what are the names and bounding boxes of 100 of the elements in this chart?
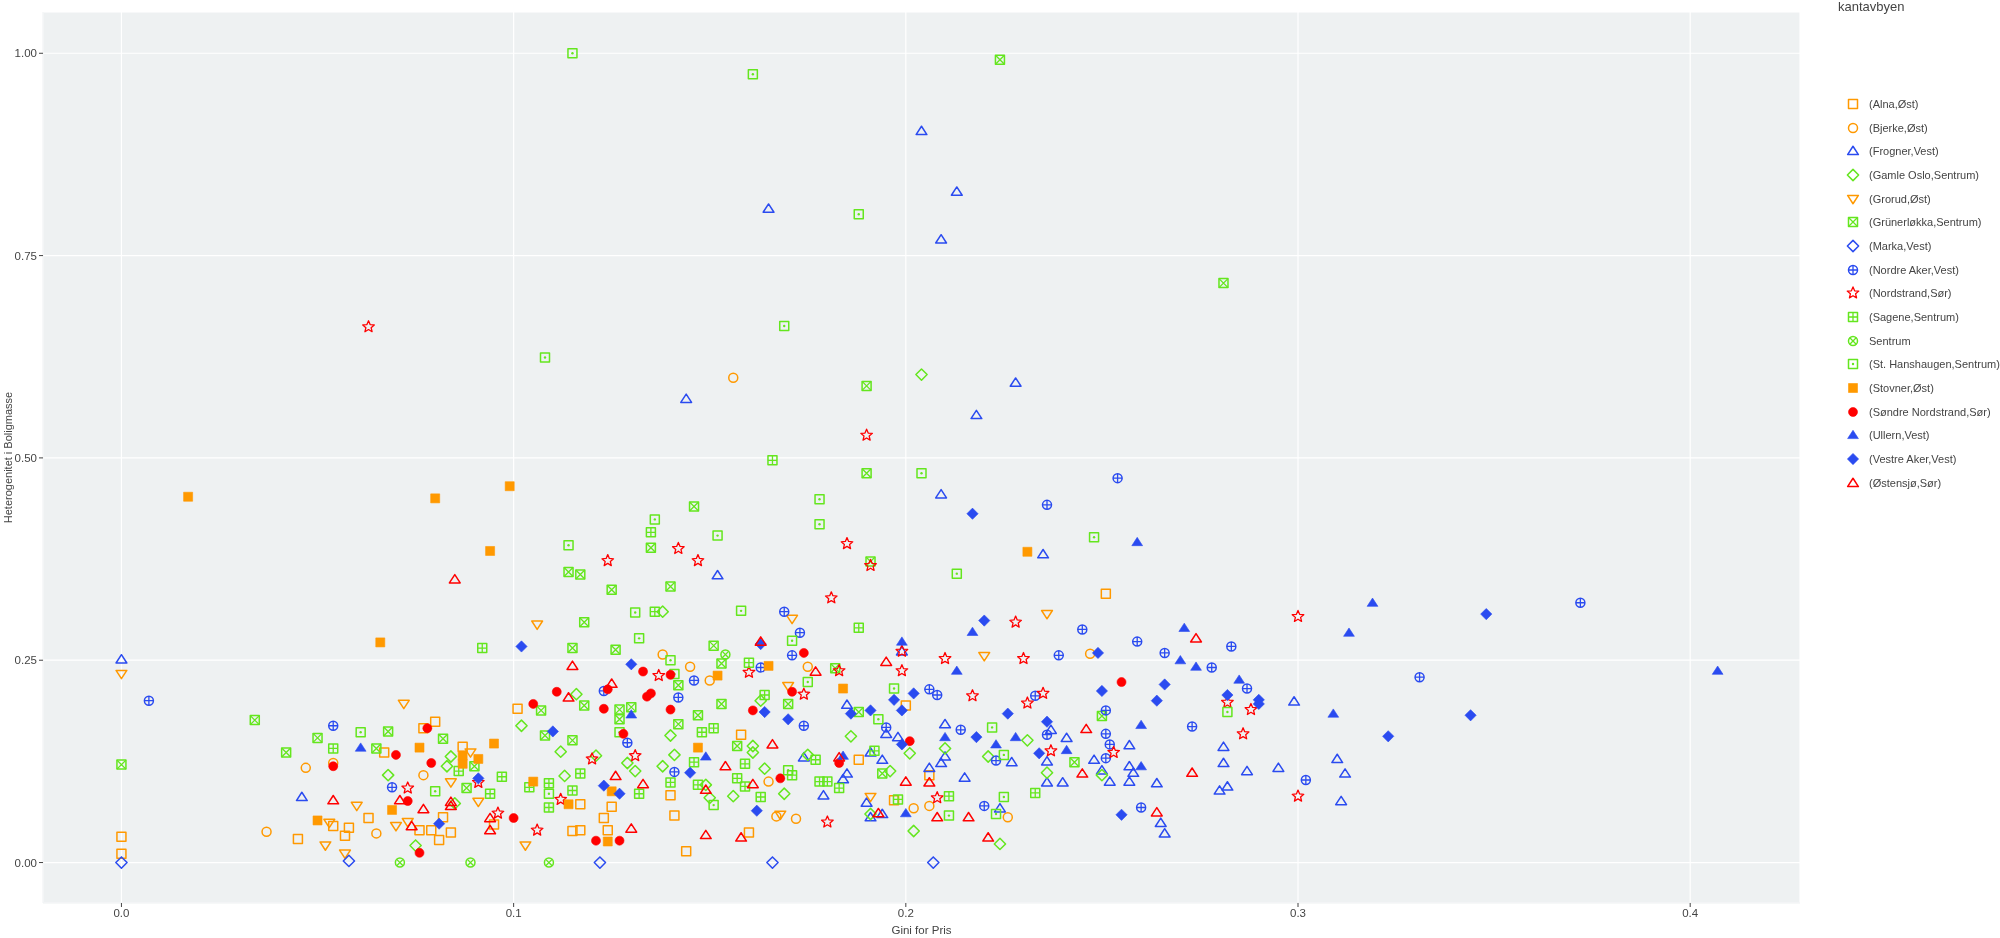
point bbox=[880, 656, 893, 667]
point bbox=[864, 558, 877, 572]
point bbox=[519, 841, 532, 852]
point bbox=[1036, 548, 1050, 559]
x-tick-label: 0.3 bbox=[1290, 907, 1306, 920]
point bbox=[970, 409, 983, 420]
x-tick-label: 0.1 bbox=[505, 907, 522, 920]
point bbox=[448, 797, 462, 810]
point bbox=[515, 719, 528, 733]
point bbox=[743, 827, 755, 838]
point bbox=[618, 729, 629, 739]
point bbox=[1036, 686, 1050, 699]
point bbox=[300, 762, 312, 774]
point bbox=[261, 826, 272, 838]
point bbox=[982, 831, 995, 842]
point bbox=[539, 352, 551, 363]
x-tick-label: 0.2 bbox=[897, 907, 914, 920]
point bbox=[739, 781, 751, 792]
point bbox=[1021, 733, 1034, 747]
point bbox=[327, 794, 340, 805]
point bbox=[1002, 811, 1014, 823]
point bbox=[1185, 767, 1199, 778]
point bbox=[551, 686, 562, 697]
point bbox=[824, 591, 838, 604]
point bbox=[1382, 730, 1395, 743]
point bbox=[774, 810, 787, 821]
point bbox=[389, 821, 403, 832]
point bbox=[990, 808, 1002, 820]
point bbox=[1190, 661, 1202, 671]
point bbox=[1233, 674, 1245, 684]
point bbox=[673, 680, 684, 691]
point bbox=[429, 716, 441, 727]
point bbox=[636, 778, 650, 789]
point bbox=[585, 752, 599, 765]
point bbox=[393, 794, 407, 805]
point bbox=[688, 756, 700, 768]
point bbox=[515, 640, 528, 653]
point bbox=[1001, 707, 1014, 720]
point bbox=[799, 648, 809, 658]
point bbox=[422, 723, 433, 733]
legend-label: (Grorud,Øst) bbox=[1869, 192, 1931, 205]
point bbox=[589, 749, 603, 763]
legend-label: (Nordstrand,Sør) bbox=[1869, 287, 1952, 300]
point bbox=[629, 607, 641, 618]
point bbox=[1174, 655, 1187, 665]
point bbox=[794, 627, 806, 638]
x-tick-label: 0.0 bbox=[113, 907, 130, 920]
point bbox=[362, 320, 375, 333]
point bbox=[814, 519, 825, 530]
point bbox=[864, 792, 877, 803]
point bbox=[864, 704, 877, 717]
point bbox=[810, 754, 821, 766]
point bbox=[786, 635, 798, 647]
point bbox=[1107, 745, 1121, 759]
point bbox=[1464, 709, 1477, 722]
point bbox=[1056, 776, 1069, 787]
point bbox=[1022, 546, 1033, 557]
point bbox=[1095, 764, 1109, 775]
point bbox=[716, 698, 727, 710]
point bbox=[766, 738, 779, 749]
point bbox=[546, 725, 559, 738]
point bbox=[355, 727, 366, 738]
point bbox=[873, 714, 884, 725]
point bbox=[381, 768, 395, 782]
point bbox=[880, 728, 893, 739]
point bbox=[567, 785, 578, 796]
point bbox=[691, 553, 705, 567]
point bbox=[931, 689, 943, 701]
point bbox=[116, 848, 127, 859]
point bbox=[1033, 747, 1046, 760]
legend-label: (Sagene,Sentrum) bbox=[1869, 311, 1959, 324]
point bbox=[312, 732, 323, 744]
point bbox=[943, 790, 955, 802]
point bbox=[755, 791, 766, 803]
point bbox=[840, 768, 854, 778]
point bbox=[990, 739, 1002, 749]
point bbox=[1244, 702, 1258, 716]
point bbox=[1041, 715, 1053, 728]
point bbox=[1080, 723, 1093, 734]
legend-label: (Stovner,Øst) bbox=[1869, 382, 1934, 395]
point bbox=[484, 788, 496, 799]
point bbox=[891, 731, 905, 742]
point bbox=[1480, 608, 1493, 621]
point bbox=[673, 692, 684, 703]
point bbox=[712, 530, 723, 541]
point bbox=[782, 713, 795, 726]
point bbox=[782, 681, 795, 692]
point bbox=[860, 797, 873, 807]
point bbox=[782, 698, 794, 710]
point bbox=[457, 741, 468, 753]
point bbox=[328, 761, 339, 772]
point bbox=[1044, 724, 1058, 735]
point bbox=[1077, 624, 1088, 635]
y-tick-label: 0.25 bbox=[14, 654, 37, 667]
point bbox=[543, 857, 555, 868]
point bbox=[1217, 757, 1230, 768]
point bbox=[778, 606, 790, 617]
point bbox=[1123, 760, 1136, 771]
point bbox=[742, 665, 756, 678]
point bbox=[926, 856, 940, 869]
